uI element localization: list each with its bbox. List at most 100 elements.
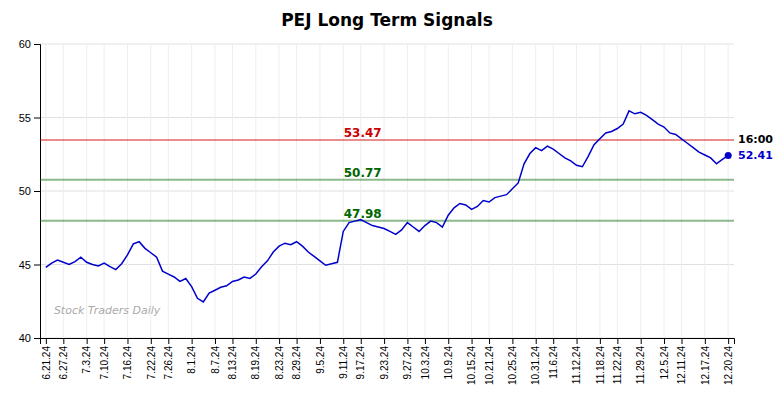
tick: 8.19.24 [250, 338, 261, 379]
tick-label: 10.15.24 [466, 346, 477, 385]
tick-label: 10.9.24 [443, 346, 454, 380]
tick: 12.17.24 [700, 338, 711, 385]
grid-line [728, 44, 729, 338]
tick-mark [407, 338, 408, 344]
tick: 11.12.24 [571, 338, 582, 384]
title: PEJ Long Term Signals [281, 10, 493, 30]
tick: 6.21.24 [41, 338, 52, 379]
tick-label: 6.21.24 [41, 346, 52, 380]
tick-label: 10.21.24 [484, 346, 495, 385]
grid-line [104, 44, 105, 338]
grid-line [704, 44, 705, 338]
chart: 6.21.246.27.247.3.247.10.247.16.247.22.2… [0, 0, 784, 398]
tick: 10.9.24 [443, 338, 454, 379]
grid-line [279, 44, 280, 338]
tick: 9.5.24 [315, 338, 326, 374]
tick-mark [168, 338, 169, 344]
tick-label: 10.3.24 [420, 346, 431, 380]
tick: 11.6.24 [548, 338, 559, 379]
grid-line [40, 44, 734, 45]
tick-mark [151, 338, 152, 344]
tick-label: 40 [19, 332, 31, 344]
tick: 11.29.24 [635, 338, 646, 384]
last-time: 16:00 [738, 133, 773, 146]
marks [40, 111, 734, 302]
reference-line [40, 179, 734, 181]
tick-label: 7.26.24 [163, 346, 174, 380]
tick-label: 11.6.24 [548, 346, 559, 379]
tick-mark [361, 338, 362, 344]
grid-line [232, 44, 233, 338]
tick-label: 50 [19, 185, 31, 197]
tick-mark [256, 338, 257, 344]
reference-label: 50.77 [344, 166, 382, 180]
tick: 12.5.24 [659, 338, 670, 379]
tick-label: 10.31.24 [530, 346, 541, 385]
tick-mark [87, 338, 88, 344]
tick-label: 8.13.24 [227, 346, 238, 380]
tick: 11.18.24 [595, 338, 606, 384]
tick-label: 12.20.24 [723, 346, 734, 385]
tick: 9.27.24 [402, 338, 413, 379]
tick: 7.16.24 [122, 338, 133, 379]
grid-line [512, 44, 513, 338]
tick: 8.23.24 [274, 338, 285, 379]
tick-mark [279, 338, 280, 344]
tick-label: 12.5.24 [659, 346, 670, 380]
tick: 45 [19, 259, 40, 271]
tick-label: 55 [19, 112, 31, 124]
tick: 60 [19, 38, 40, 50]
y-axis: 40 45 50 55 60 [19, 38, 41, 344]
last-price: 52.41 [738, 149, 773, 162]
tick: 7.26.24 [163, 338, 174, 379]
grid-line [617, 44, 618, 338]
tick-mark [705, 338, 706, 344]
grid [40, 44, 734, 338]
tick-label: 12.11.24 [676, 346, 687, 385]
last-point [725, 152, 732, 159]
grid-line [448, 44, 449, 338]
tick-mark [192, 338, 193, 344]
grid-line [86, 44, 87, 338]
grid-line [168, 44, 169, 338]
tick: 8.13.24 [227, 338, 238, 379]
grid-line [40, 117, 734, 118]
tick: 9.23.24 [379, 338, 390, 379]
tick-label: 8.19.24 [250, 346, 261, 380]
tick-mark [536, 338, 537, 344]
grid-line [384, 44, 385, 338]
tick: 6.27.24 [58, 338, 69, 379]
tick: 40 [19, 332, 40, 344]
tick-label: 8.29.24 [291, 346, 302, 380]
tick: 10.25.24 [507, 338, 518, 385]
tick-label: 7.3.24 [81, 346, 92, 374]
tick: 7.22.24 [146, 338, 157, 379]
grid-line [296, 44, 297, 338]
tick-label: 11.22.24 [612, 346, 623, 385]
tick-mark [448, 338, 449, 344]
tick-mark [104, 338, 105, 344]
tick-mark [297, 338, 298, 344]
tick-mark [600, 338, 601, 344]
tick-label: 8.7.24 [210, 346, 221, 374]
tick: 8.7.24 [210, 338, 221, 374]
tick: 10.21.24 [484, 338, 495, 385]
grid-line [489, 44, 490, 338]
tick-mark [63, 338, 64, 344]
grid-line [63, 44, 64, 338]
tick-label: 8.23.24 [274, 346, 285, 380]
grid-line [664, 44, 665, 338]
tick-mark [34, 338, 40, 339]
grid-line [191, 44, 192, 338]
tick-label: 9.17.24 [355, 346, 366, 380]
plot: 6.21.246.27.247.3.247.10.247.16.247.22.2… [19, 38, 774, 385]
grid-line [150, 44, 151, 338]
tick: 10.15.24 [466, 338, 477, 385]
grid-line [40, 264, 734, 265]
tick-mark [472, 338, 473, 344]
tick: 7.3.24 [81, 338, 92, 374]
grid-line [214, 44, 215, 338]
tick-mark [34, 118, 40, 119]
grid-line [127, 44, 128, 338]
tick-label: 7.22.24 [146, 346, 157, 380]
